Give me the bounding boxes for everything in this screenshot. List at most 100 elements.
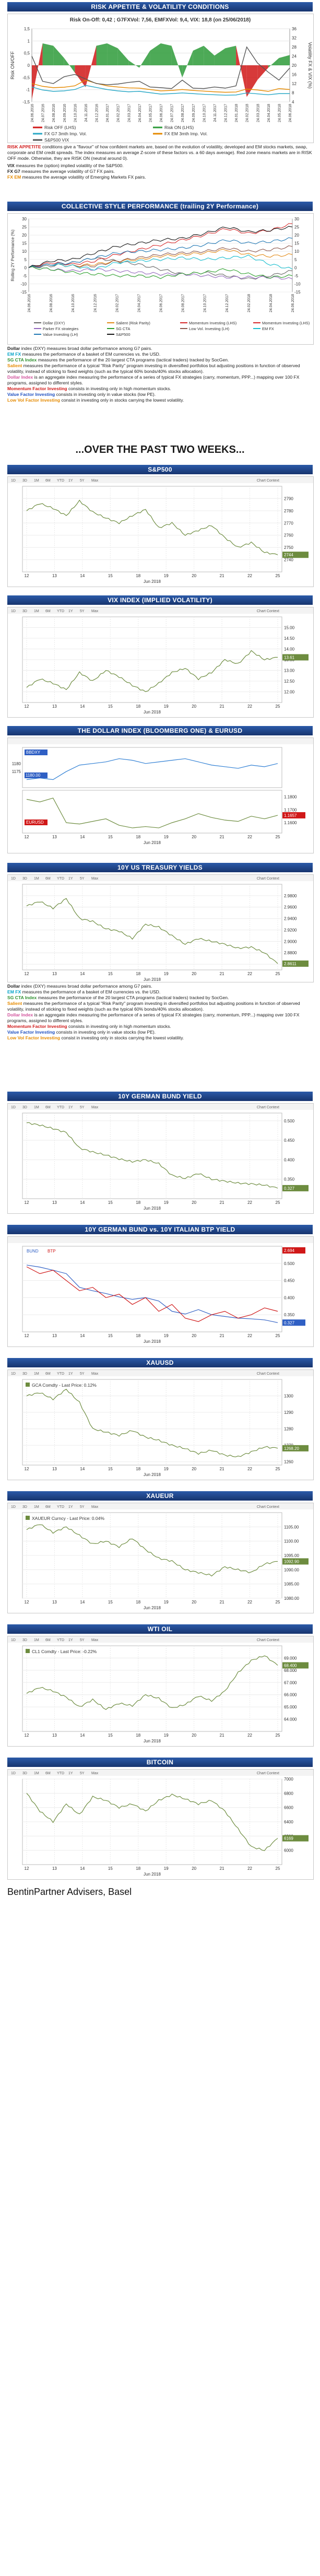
wti-ytick: 64.000 (284, 1717, 297, 1722)
wti-chart-box: 1D 3D 1M 6M YTD 1Y 5Y Max Chart Context 12 13 14 15 1… (7, 1636, 314, 1747)
bitcoin-range-button: 5Y (80, 1772, 85, 1775)
bund-ytick: 0.350 (284, 1177, 295, 1182)
bitcoin-range-button: Max (91, 1772, 99, 1775)
risk-xtick: 24.12.2017 (224, 104, 228, 122)
note-sg-cta: measures the performance of the 20 large… (37, 357, 229, 362)
xauusd-toolbar (8, 1370, 313, 1376)
sp500-xlabel: Jun 2018 (144, 579, 161, 584)
wti-xtick: 14 (80, 1733, 85, 1738)
note-label-momentum: Momentum Factor Investing (7, 386, 67, 391)
style-ytick-right: -10 (294, 282, 301, 286)
wti-xtick: 13 (52, 1733, 57, 1738)
dollar-bottom-panel (22, 790, 282, 834)
vix-ytick: 13.00 (284, 669, 295, 673)
vix-chart-box: 1D 3D 1M 6M YTD 1Y 5Y Max Chart Context 12 13 14 15 1… (7, 607, 314, 718)
ust-xtick: 19 (164, 971, 169, 976)
ust-range-button: Max (91, 877, 99, 881)
ust-ytick: 2.9600 (284, 905, 297, 910)
bitcoin-range-button: 3D (22, 1772, 27, 1775)
xauusd-xtick: 15 (108, 1467, 113, 1471)
bund-btp-last-a: 0.327 (284, 1320, 295, 1325)
bund-context-label: Chart Context (257, 1106, 279, 1109)
xaueur-legend-label: XAUEUR Curncy - Last Price: 0.04% (32, 1516, 104, 1521)
style-ytick-left: 10 (22, 249, 27, 254)
bund-range-button: Max (91, 1106, 99, 1109)
style-ytick-left: 30 (22, 217, 27, 221)
risk-xtick: 24.06.2018 (289, 104, 292, 122)
wti-last-value: 68.400 (284, 1663, 297, 1668)
bund-range-button: 1M (34, 1106, 39, 1109)
bitcoin-xtick: 20 (192, 1866, 196, 1871)
xaueur-xtick: 25 (276, 1600, 280, 1605)
risk-onoff-area (128, 60, 139, 68)
wti-ytick: 67.000 (284, 1680, 297, 1685)
dollar-xtick: 22 (247, 835, 252, 839)
ust-range-button: 3D (22, 877, 27, 881)
note-label-momentum-2: Momentum Factor Investing (7, 1024, 67, 1029)
risk-xtick: 24.03.2018 (256, 104, 260, 122)
xaueur-chart: 1D 3D 1M 6M YTD 1Y 5Y Max Chart Context 12 13 14 15 1… (8, 1503, 313, 1610)
bund-xtick: 12 (25, 1200, 29, 1205)
risk-xtick: 24.03.2017 (127, 104, 131, 122)
vix-range-button: 5Y (80, 610, 85, 613)
bund-xtick: 25 (276, 1200, 280, 1205)
bitcoin-xlabel: Jun 2018 (144, 1872, 161, 1877)
wti-series-line (26, 1655, 278, 1710)
xaueur-range-button: YTD (57, 1505, 64, 1509)
vix-xtick: 15 (108, 704, 113, 709)
ust-xtick: 13 (52, 971, 57, 976)
dollar-xtick: 25 (276, 835, 280, 839)
xauusd-xtick: 22 (247, 1467, 252, 1471)
bund-btp-xtick: 14 (80, 1333, 85, 1338)
risk-xtick: 24.10.2017 (203, 104, 206, 122)
xaueur-xlabel: Jun 2018 (144, 1606, 161, 1610)
bund-btp-label-a: BUND (27, 1249, 39, 1254)
ust-xtick: 25 (276, 971, 280, 976)
style-xtick: 24.12.2017 (226, 294, 229, 312)
dollar-xtick: 13 (52, 835, 57, 839)
ust-xtick: 21 (220, 971, 224, 976)
xaueur-xtick: 13 (52, 1600, 57, 1605)
style-xtick: 24.12.2016 (93, 294, 97, 312)
wti-range-button: YTD (57, 1638, 64, 1642)
vix-xtick: 14 (80, 704, 85, 709)
vix-range-button: 1Y (68, 610, 73, 613)
xaueur-series-line (26, 1524, 278, 1577)
wti-xtick: 18 (136, 1733, 140, 1738)
risk-ytick-left: 1,5 (24, 27, 30, 31)
ust-xtick: 15 (108, 971, 113, 976)
ust-chart: 1D 3D 1M 6M YTD 1Y 5Y Max Chart Context 12 13 14 15 1… (8, 875, 313, 982)
bitcoin-xtick: 15 (108, 1866, 113, 1871)
xauusd-xtick: 20 (192, 1467, 196, 1471)
note-em-fx-2: measures the performance of a basket of … (21, 989, 161, 994)
style-xtick: 24.10.2016 (72, 294, 75, 312)
risk-onoff-area (150, 43, 161, 65)
style-notes: Dollar index (DXY) measures broad dollar… (7, 346, 313, 403)
style-ytick-left: 0 (25, 265, 27, 270)
ust-ytick: 2.9400 (284, 917, 297, 921)
note-label-fx-g7: FX G7 (7, 169, 20, 174)
wti-plot-area (22, 1645, 282, 1732)
bitcoin-last-badge (282, 1835, 309, 1842)
wti-ytick: 68.000 (284, 1668, 297, 1673)
note-vix: measures the (option) implied volatility… (14, 163, 124, 168)
ust-xtick: 18 (136, 971, 140, 976)
note-label-sg-cta-2: SG CTA Index (7, 995, 37, 1000)
sp500-ytick: 2780 (284, 509, 293, 513)
dollar-xtick: 14 (80, 835, 85, 839)
note-dollar: index (DXY) measures broad dollar perfor… (20, 346, 152, 351)
risk-ytick-left: 0,5 (24, 51, 30, 56)
dollar-xtick: 20 (192, 835, 196, 839)
risk-xtick: 24.01.2018 (235, 104, 239, 122)
bund-xtick: 20 (192, 1200, 196, 1205)
bitcoin-last-value: 6169 (284, 1836, 293, 1841)
dollar-top-legend-box (25, 750, 48, 755)
ust-xtick: 22 (247, 971, 252, 976)
wti-title: WTI OIL (7, 1624, 313, 1634)
wti-xtick: 15 (108, 1733, 113, 1738)
style-chart-box: 30 30 25 25 20 20 15 15 10 10 5 5 0 0 -5 -5 -10 -10 -15 -15… (7, 213, 314, 345)
note-label-salient-2: Salient (7, 1001, 22, 1006)
risk-onoff-area (117, 48, 129, 65)
xaueur-title: XAUEUR (7, 1491, 313, 1501)
ust-range-button: YTD (57, 877, 64, 881)
